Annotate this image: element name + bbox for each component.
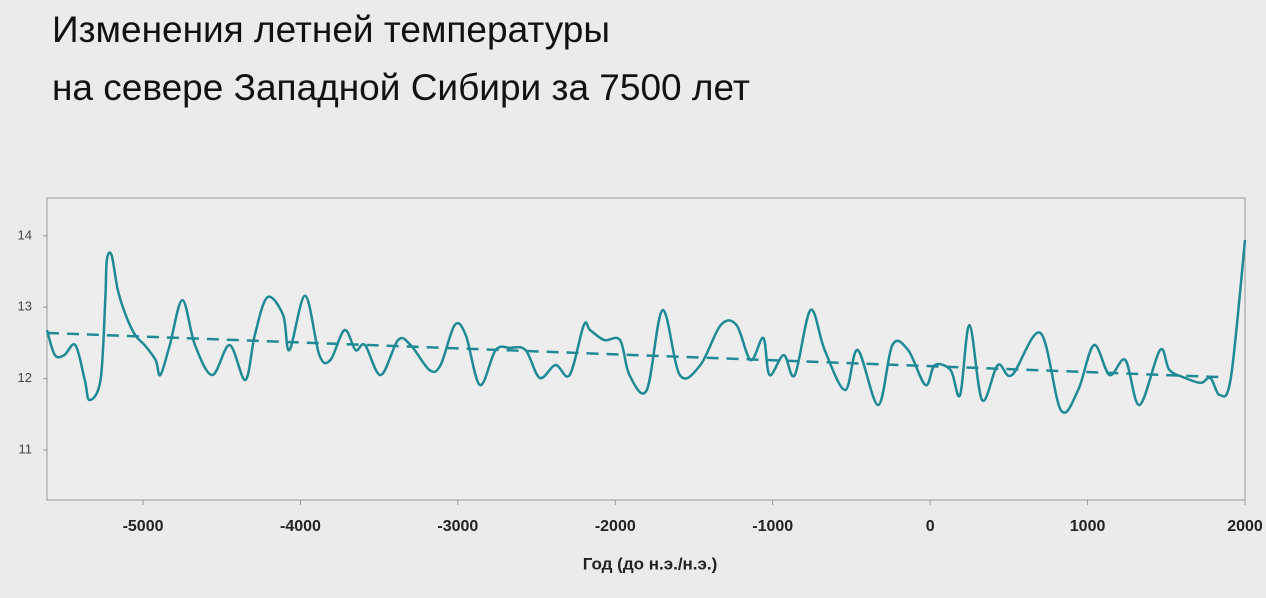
x-tick-label: -5000	[123, 518, 164, 535]
plot-area	[46, 197, 1246, 501]
x-tick-label: 0	[926, 518, 935, 535]
x-tick-label: 2000	[1227, 518, 1263, 535]
x-tick-label: -3000	[437, 518, 478, 535]
trend-line	[46, 331, 1224, 379]
y-tick-label: 13	[18, 299, 32, 314]
x-tick-label: -4000	[280, 518, 321, 535]
chart-title: на севере Западной Сибири за 7500 лет	[52, 67, 750, 108]
x-axis-label: Год (до н.э./н.э.)	[583, 554, 718, 573]
y-tick-label: 12	[18, 370, 32, 385]
x-tick-label: 1000	[1070, 518, 1106, 535]
chart-title: Изменения летней температуры	[52, 9, 610, 50]
x-tick-label: -2000	[595, 518, 636, 535]
y-tick-label: 11	[19, 441, 33, 456]
x-tick-label: -1000	[752, 518, 793, 535]
temperature-line	[45, 239, 1247, 414]
y-tick-label: 14	[18, 227, 32, 242]
